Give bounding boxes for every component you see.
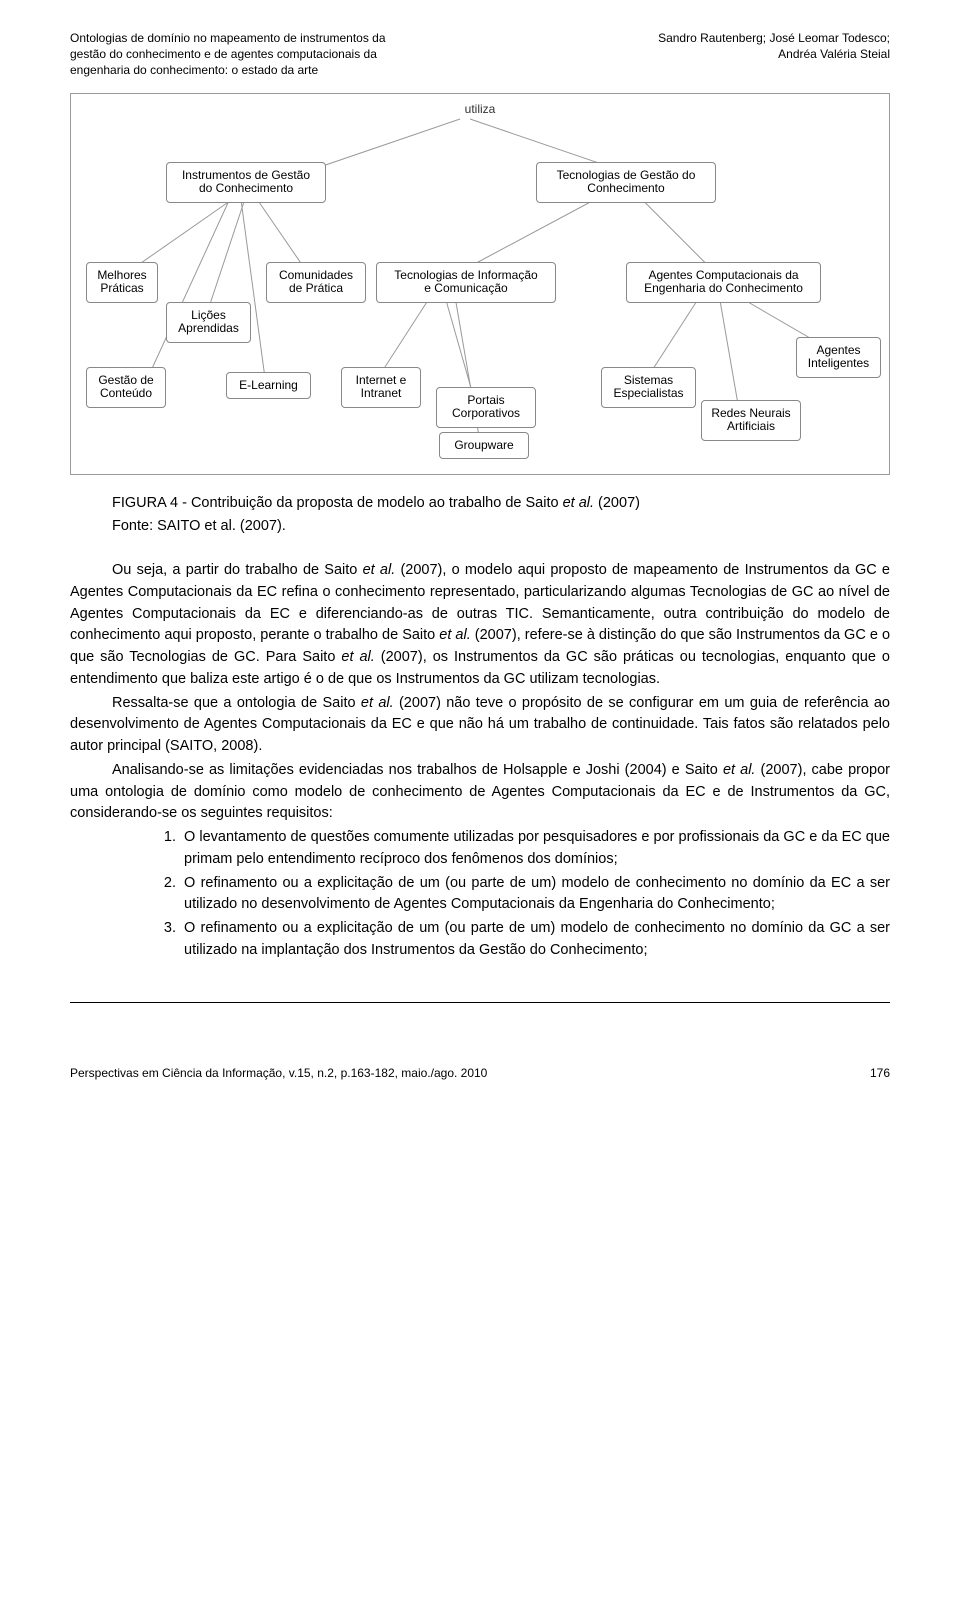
footer-citation: Perspectivas em Ciência da Informação, v… [70, 1066, 487, 1080]
page-footer: Perspectivas em Ciência da Informação, v… [70, 1063, 890, 1080]
header-right-line1: Sandro Rautenberg; José Leomar Todesco; [658, 31, 890, 45]
header-left-line3: engenharia do conhecimento: o estado da … [70, 63, 318, 77]
figure-caption-prefix: FIGURA 4 - Contribuição da proposta de m… [112, 495, 563, 511]
node-igc: Instrumentos de Gestãodo Conhecimento [166, 162, 326, 204]
list-item: O refinamento ou a explicitação de um (o… [180, 873, 890, 917]
page-number: 176 [870, 1066, 890, 1080]
requirements-list: O levantamento de questões comumente uti… [70, 827, 890, 962]
node-el: E-Learning [226, 372, 311, 400]
paragraph-3: Analisando-se as limitações evidenciadas… [70, 760, 890, 825]
header-left-line2: gestão do conhecimento e de agentes comp… [70, 47, 377, 61]
paragraph-2: Ressalta-se que a ontologia de Saito et … [70, 693, 890, 758]
diagram-relation-label: utiliza [465, 102, 496, 116]
node-ii: Internet eIntranet [341, 367, 421, 409]
figure-source: Fonte: SAITO et al. (2007). [70, 516, 890, 538]
concept-diagram: utiliza Instrumentos de Gestãodo Conheci… [70, 93, 890, 475]
header-left-line1: Ontologias de domínio no mapeamento de i… [70, 31, 386, 45]
figure-caption: FIGURA 4 - Contribuição da proposta de m… [70, 493, 890, 515]
node-mp: MelhoresPráticas [86, 262, 158, 304]
node-gdc: Gestão deConteúdo [86, 367, 166, 409]
node-tic: Tecnologias de Informaçãoe Comunicação [376, 262, 556, 304]
node-tgc: Tecnologias de Gestão doConhecimento [536, 162, 716, 204]
list-item: O refinamento ou a explicitação de um (o… [180, 918, 890, 962]
node-acec: Agentes Computacionais daEngenharia do C… [626, 262, 821, 304]
header-right-line2: Andréa Valéria Steial [778, 47, 890, 61]
node-gw: Groupware [439, 432, 529, 460]
header-left: Ontologias de domínio no mapeamento de i… [70, 30, 386, 79]
node-la: LiçõesAprendidas [166, 302, 251, 344]
node-se: SistemasEspecialistas [601, 367, 696, 409]
figure-caption-suffix: (2007) [594, 495, 640, 511]
header-right: Sandro Rautenberg; José Leomar Todesco; … [658, 30, 890, 79]
list-item: O levantamento de questões comumente uti… [180, 827, 890, 871]
node-pc: PortaisCorporativos [436, 387, 536, 429]
node-ai: AgentesInteligentes [796, 337, 881, 379]
body-text: Ou seja, a partir do trabalho de Saito e… [70, 560, 890, 962]
node-cp: Comunidadesde Prática [266, 262, 366, 304]
footer-divider [70, 1002, 890, 1003]
node-rna: Redes NeuraisArtificiais [701, 400, 801, 442]
page-header: Ontologias de domínio no mapeamento de i… [70, 30, 890, 79]
paragraph-1: Ou seja, a partir do trabalho de Saito e… [70, 560, 890, 691]
figure-caption-etal: et al. [563, 495, 594, 511]
